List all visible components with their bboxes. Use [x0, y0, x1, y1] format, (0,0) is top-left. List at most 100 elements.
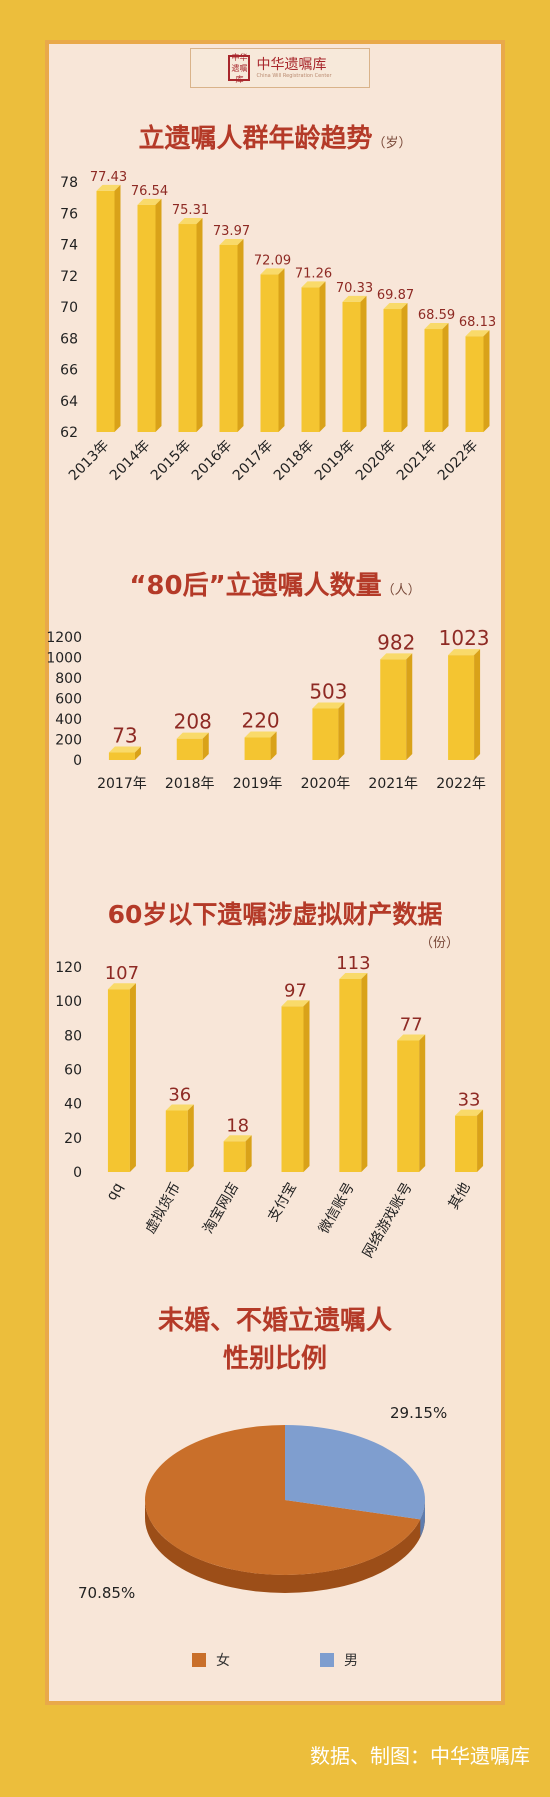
bar-4-side — [406, 653, 413, 760]
bar-2-top — [178, 218, 203, 225]
bar-1-front — [137, 204, 156, 432]
pie-slice-female — [145, 1425, 421, 1575]
bar-4-top — [380, 653, 413, 660]
y-tick-label: 76 — [60, 206, 78, 222]
bar-5-side — [474, 649, 481, 760]
data-label: 97 — [284, 980, 307, 1001]
x-tick-label: 2021年 — [394, 438, 440, 484]
logo-english-text: China Will Registration Center — [256, 73, 332, 79]
bar-3-front — [312, 708, 339, 760]
bar-1-front — [165, 1110, 188, 1172]
x-tick-label: qq — [104, 1180, 127, 1203]
y-tick-label: 60 — [64, 1063, 82, 1079]
y-tick-label: 0 — [73, 1165, 82, 1181]
age-trend-chart: 62 64 66 68 70 72 74 76 78 77.43 2013年 76.54 2014年 75… — [60, 170, 496, 484]
y-tick-label: 120 — [55, 960, 82, 976]
logo-text: 中华遗嘱库 — [256, 57, 327, 73]
y-tick-label: 40 — [64, 1097, 82, 1113]
bar-4-front — [339, 978, 362, 1172]
y-tick-label: 78 — [60, 175, 78, 191]
bar-4-front — [380, 659, 407, 760]
data-label: 68.59 — [418, 308, 455, 323]
age-chart-title-wrap: 立遗嘱人群年龄趋势（岁） — [45, 118, 505, 155]
bar-5-front — [448, 655, 475, 760]
x-tick-label: 2022年 — [436, 776, 486, 792]
bar-2 — [178, 218, 203, 432]
data-label: 77 — [400, 1014, 423, 1035]
bar-7 — [383, 303, 408, 432]
post80-chart-title-wrap: “80后”立遗嘱人数量（人） — [45, 565, 505, 602]
bar-6-front — [342, 301, 361, 432]
data-label: 69.87 — [377, 288, 414, 303]
bar-2-top — [244, 731, 277, 738]
bar-4-front — [260, 274, 279, 432]
gender-legend: 女 男 — [45, 1650, 505, 1670]
pie-slice-male — [285, 1425, 426, 1520]
bar-8 — [424, 323, 449, 432]
data-label: 36 — [168, 1085, 191, 1106]
bar-6-top — [455, 1109, 484, 1116]
data-label: 220 — [241, 708, 279, 732]
pie-side-female — [145, 1500, 425, 1593]
bar-5-side — [319, 281, 326, 432]
bar-0-front — [108, 752, 135, 760]
bar-0 — [108, 746, 141, 760]
y-tick-label: 72 — [60, 269, 78, 285]
bar-3-top — [219, 238, 244, 245]
bar-0-side — [114, 184, 121, 432]
virtual-chart-unit: （份） — [420, 936, 460, 951]
y-tick-label: 600 — [55, 692, 82, 708]
data-label: 68.13 — [459, 315, 496, 330]
post80-count-chart: 0 200 400 600 800 1000 1200 73 2017年 208 2018年 220 2… — [46, 626, 489, 792]
x-tick-label: 2022年 — [435, 438, 481, 484]
data-label: 208 — [174, 710, 212, 734]
bar-8-side — [442, 323, 449, 432]
bar-5-top — [448, 649, 481, 656]
data-label: 113 — [336, 955, 370, 974]
bar-3-top — [281, 1000, 310, 1007]
data-label: 73 — [112, 724, 137, 748]
virtual-chart-title: 60岁以下遗嘱涉虚拟财产数据 — [107, 900, 443, 929]
bar-3-front — [219, 244, 238, 432]
x-tick-label: 2019年 — [233, 776, 283, 792]
y-tick-label: 0 — [73, 753, 82, 769]
bar-5 — [301, 281, 326, 432]
bar-9-front — [465, 336, 484, 432]
y-tick-label: 64 — [60, 394, 78, 410]
bar-4 — [260, 268, 285, 432]
bar-5-side — [419, 1034, 426, 1172]
y-tick-label: 66 — [60, 363, 78, 379]
data-label: 107 — [105, 963, 139, 984]
bar-6-side — [477, 1109, 484, 1172]
bar-0-top — [107, 983, 136, 990]
x-tick-label: 其他 — [446, 1180, 474, 1212]
virtual-chart-title-wrap: 60岁以下遗嘱涉虚拟财产数据 — [45, 895, 505, 931]
bar-1-top — [176, 732, 209, 739]
data-label: 503 — [309, 679, 347, 703]
pie-side-male — [420, 1500, 425, 1538]
x-tick-label: 2015年 — [148, 438, 194, 484]
x-tick-label: 2014年 — [107, 438, 153, 484]
data-label: 75.31 — [172, 203, 209, 218]
bar-2-front — [178, 224, 197, 432]
bar-3-side — [338, 702, 345, 760]
bar-3-side — [237, 238, 244, 432]
bar-1-side — [202, 732, 209, 760]
bar-5-top — [301, 281, 326, 288]
bar-9-side — [483, 330, 490, 432]
bar-3-front — [281, 1006, 304, 1172]
bar-0-side — [134, 746, 141, 760]
bar-6 — [342, 295, 367, 432]
bar-0-front — [96, 190, 115, 432]
y-tick-label: 100 — [55, 994, 82, 1010]
bar-2-side — [245, 1135, 252, 1172]
bar-5 — [397, 1034, 426, 1172]
bar-2-side — [270, 731, 277, 760]
x-tick-label: 2017年 — [230, 438, 276, 484]
y-tick-label: 1200 — [46, 630, 82, 646]
virtual-assets-chart: 0 20 40 60 80 100 120 107 qq 36 虚拟货币 18 淘宝网店 97 支付宝 113… — [55, 955, 484, 1261]
bar-1-front — [176, 738, 203, 760]
x-tick-label: 2016年 — [189, 438, 235, 484]
bar-1 — [176, 732, 209, 760]
gender-chart-title-line2: 性别比例 — [222, 1344, 327, 1374]
